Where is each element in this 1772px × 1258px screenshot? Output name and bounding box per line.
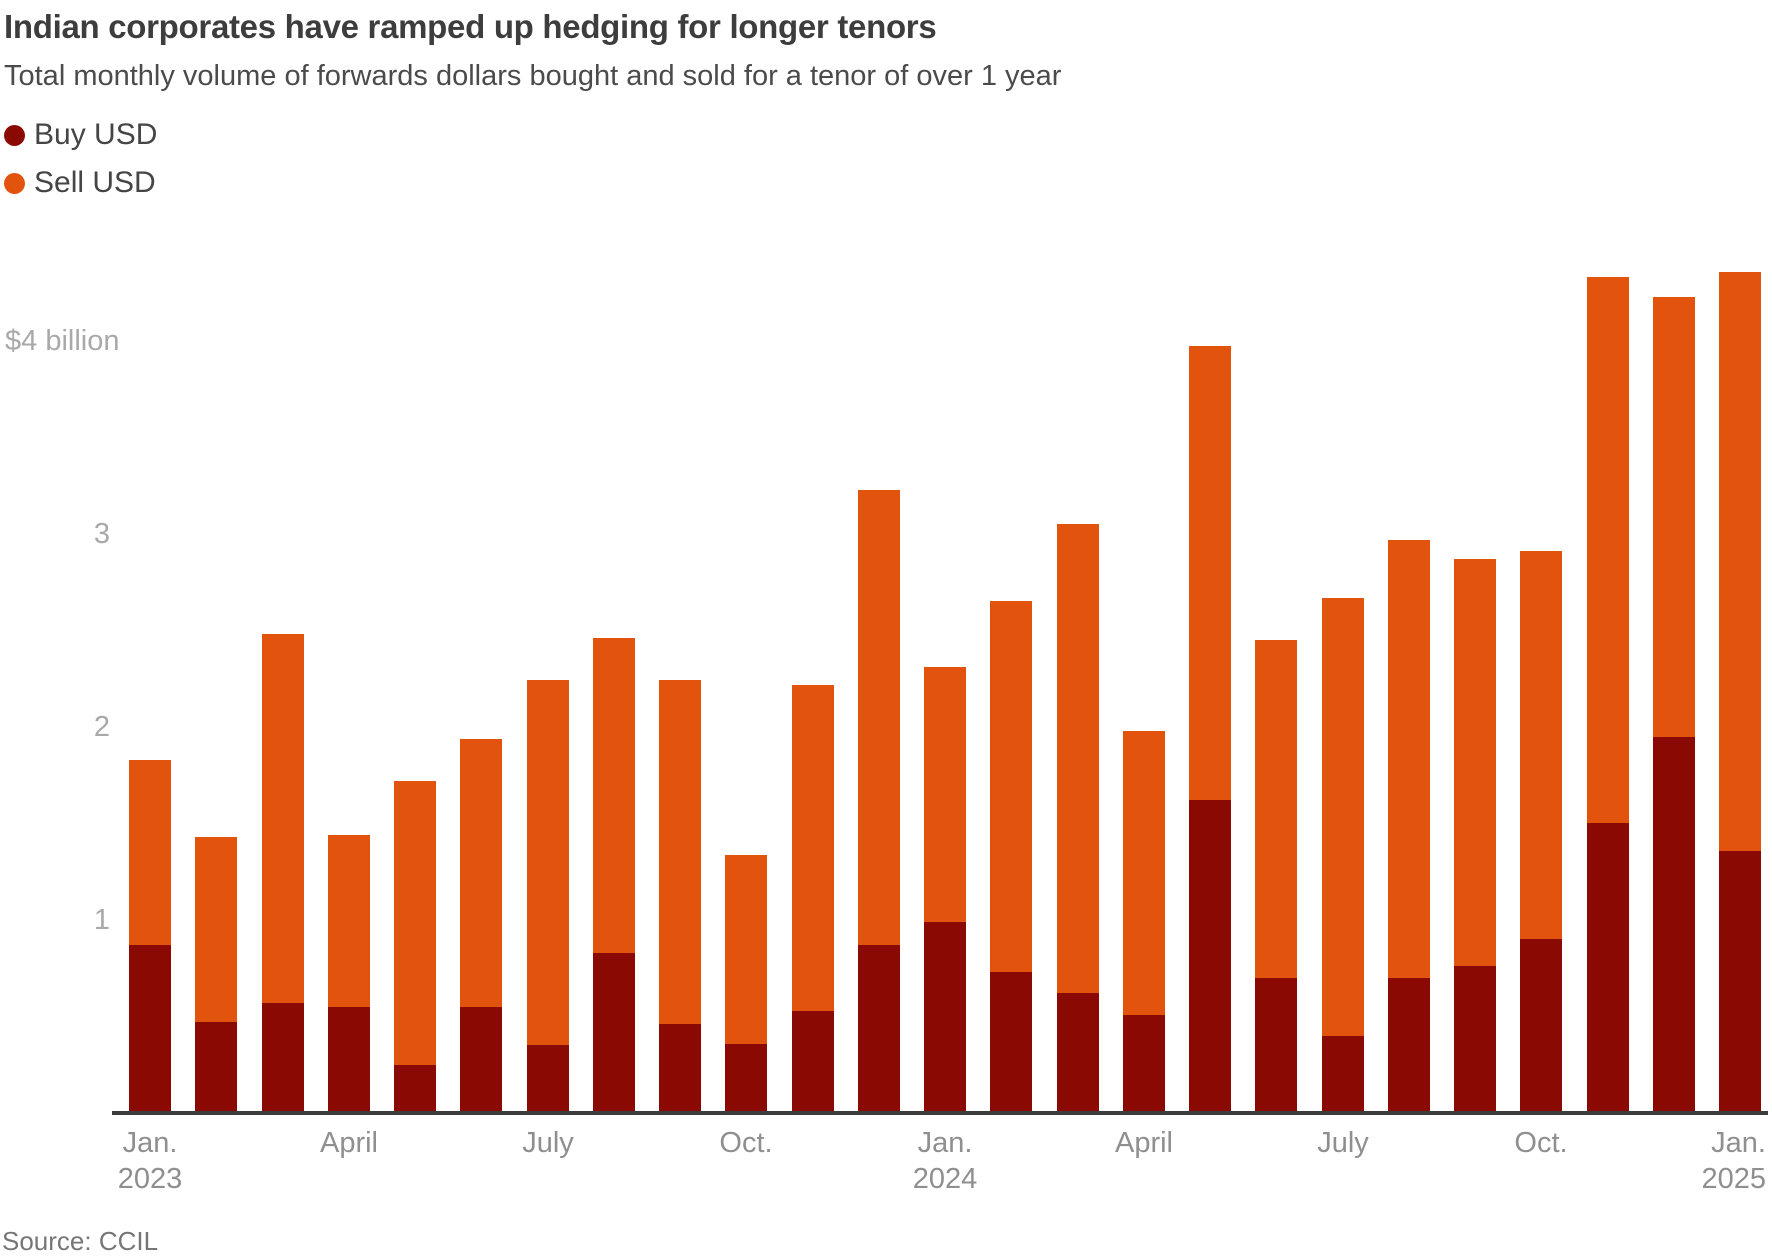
x-axis-tick-label: Jan. 2025: [1701, 1127, 1766, 1195]
y-axis-tick-label: 3: [93, 518, 110, 550]
bar-segment-sell: [1454, 559, 1496, 966]
bar-segment-sell: [527, 680, 569, 1045]
chart-subtitle: Total monthly volume of forwards dollars…: [4, 60, 1062, 92]
bar-segment-buy: [858, 945, 900, 1113]
bar-segment-sell: [1322, 598, 1364, 1036]
bar-segment-buy: [1719, 851, 1761, 1113]
x-axis-tick-label: July: [522, 1127, 574, 1159]
chart-title: Indian corporates have ramped up hedging…: [4, 8, 937, 45]
bar-segment-buy: [659, 1024, 701, 1113]
bar-segment-buy: [792, 1011, 834, 1113]
bar-segment-buy: [262, 1003, 304, 1113]
legend-label-sell: Sell USD: [34, 166, 156, 199]
source-note: Source: CCIL: [2, 1226, 159, 1256]
bar-segment-sell: [328, 835, 370, 1007]
bar-segment-buy: [1255, 978, 1297, 1113]
x-axis-tick-label: April: [319, 1127, 378, 1159]
bar-segment-buy: [1322, 1036, 1364, 1113]
legend-item-sell: Sell USD: [4, 166, 157, 200]
bar-segment-sell: [792, 685, 834, 1011]
bar-segment-sell: [858, 490, 900, 945]
bar-segment-buy: [328, 1007, 370, 1113]
bar-segment-sell: [990, 601, 1032, 972]
bar-segment-sell: [262, 634, 304, 1003]
x-axis-line: [112, 1111, 1768, 1115]
bar-segment-sell: [394, 781, 436, 1065]
buy-usd-dot-icon: [4, 124, 25, 146]
bar-segment-buy: [1653, 737, 1695, 1113]
bar-segment-buy: [460, 1007, 502, 1113]
bar-segment-buy: [1057, 993, 1099, 1113]
bar-segment-buy: [527, 1045, 569, 1113]
x-axis-tick-label: Jan. 2023: [117, 1127, 183, 1195]
x-axis-tick-label: Oct.: [719, 1127, 773, 1159]
x-axis-tick-label: Jan. 2024: [912, 1127, 978, 1195]
x-axis-tick-label: April: [1114, 1127, 1173, 1159]
bar-segment-buy: [195, 1022, 237, 1113]
bar-segment-sell: [460, 739, 502, 1007]
legend-item-buy: Buy USD: [4, 118, 157, 152]
bar-segment-buy: [725, 1044, 767, 1113]
bar-segment-buy: [1189, 800, 1231, 1113]
bar-segment-sell: [725, 855, 767, 1044]
bar-segment-buy: [129, 945, 171, 1113]
bar-segment-buy: [1454, 966, 1496, 1113]
bar-segment-sell: [1255, 640, 1297, 978]
bar-segment-sell: [593, 638, 635, 953]
y-axis-top-label: $4 billion: [5, 325, 120, 357]
legend-label-buy: Buy USD: [34, 118, 158, 151]
bar-segment-buy: [394, 1065, 436, 1113]
y-axis-tick-label: 2: [93, 711, 110, 743]
sell-usd-dot-icon: [4, 172, 25, 194]
bar-segment-buy: [1388, 978, 1430, 1113]
bar-segment-sell: [1719, 272, 1761, 851]
bar-segment-sell: [924, 667, 966, 922]
bar-segment-buy: [924, 922, 966, 1113]
bar-segment-sell: [659, 680, 701, 1024]
bar-segment-sell: [1520, 551, 1562, 939]
bar-segment-buy: [1123, 1015, 1165, 1113]
legend: Buy USD Sell USD: [4, 118, 157, 214]
x-axis-tick-label: Oct.: [1514, 1127, 1568, 1159]
bar-segment-buy: [1520, 939, 1562, 1113]
bar-segment-sell: [1189, 346, 1231, 800]
bar-segment-sell: [1653, 297, 1695, 737]
bar-segment-sell: [195, 837, 237, 1022]
bar-segment-sell: [1587, 277, 1629, 823]
bar-segment-buy: [593, 953, 635, 1113]
x-axis-tick-label: July: [1317, 1127, 1369, 1159]
y-axis-tick-label: 1: [93, 904, 110, 936]
bar-segment-sell: [129, 760, 171, 945]
bar-segment-buy: [1587, 823, 1629, 1113]
bar-segment-sell: [1388, 540, 1430, 978]
bar-segment-sell: [1057, 524, 1099, 993]
bar-segment-sell: [1123, 731, 1165, 1015]
bar-segment-buy: [990, 972, 1032, 1113]
